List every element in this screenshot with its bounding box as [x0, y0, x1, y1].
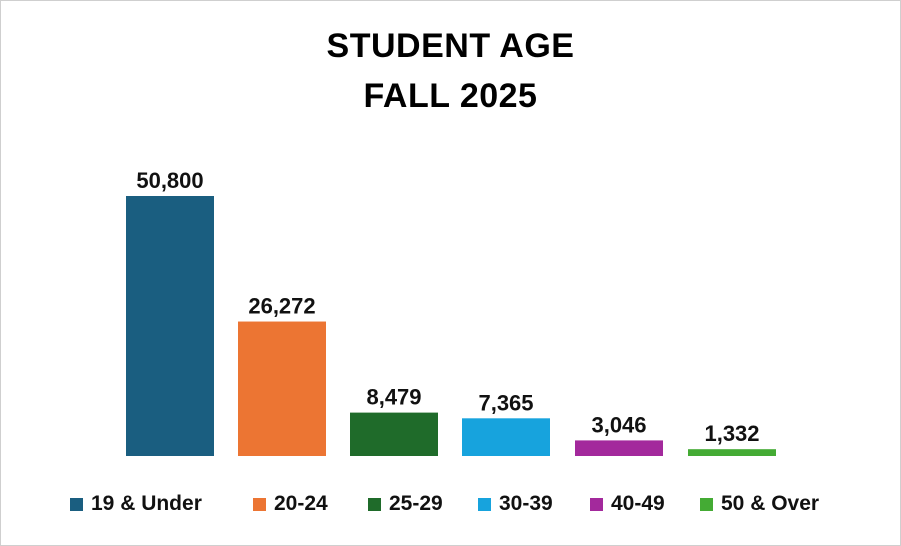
data-label-3: 7,365 [478, 390, 533, 415]
legend-swatch-5 [700, 497, 713, 511]
legend-item-2: 25-29 [368, 492, 443, 516]
legend-item-5: 50 & Over [700, 492, 819, 516]
data-label-5: 1,332 [704, 421, 759, 446]
bar-0 [126, 196, 214, 456]
data-label-2: 8,479 [366, 385, 421, 410]
bar-2 [350, 412, 438, 456]
legend-item-3: 30-39 [478, 492, 553, 516]
chart-legend: 19 & Under 20-24 25-29 30-39 40-49 50 & Over [0, 492, 901, 518]
legend-swatch-3 [478, 497, 491, 511]
bar-1 [238, 321, 326, 456]
legend-item-0: 19 & Under [70, 492, 202, 516]
legend-item-4: 40-49 [590, 492, 665, 516]
bar-3 [462, 418, 550, 456]
legend-label-3: 30-39 [499, 492, 553, 515]
chart-title-line-2: FALL 2025 [363, 77, 538, 115]
legend-swatch-2 [368, 497, 381, 511]
legend-label-5: 50 & Over [721, 492, 820, 515]
chart-title-line-1: STUDENT AGE [326, 27, 575, 65]
legend-label-0: 19 & Under [91, 492, 202, 515]
bar-4 [575, 440, 663, 456]
data-label-0: 50,800 [136, 168, 203, 193]
legend-swatch-0 [70, 497, 83, 511]
data-label-4: 3,046 [591, 412, 646, 437]
legend-label-1: 20-24 [274, 492, 328, 515]
legend-label-4: 40-49 [611, 492, 665, 515]
data-label-1: 26,272 [248, 294, 315, 319]
legend-label-2: 25-29 [389, 492, 443, 515]
bar-5 [688, 449, 776, 456]
legend-item-1: 20-24 [253, 492, 328, 516]
legend-swatch-4 [590, 497, 603, 511]
legend-swatch-1 [253, 497, 266, 511]
